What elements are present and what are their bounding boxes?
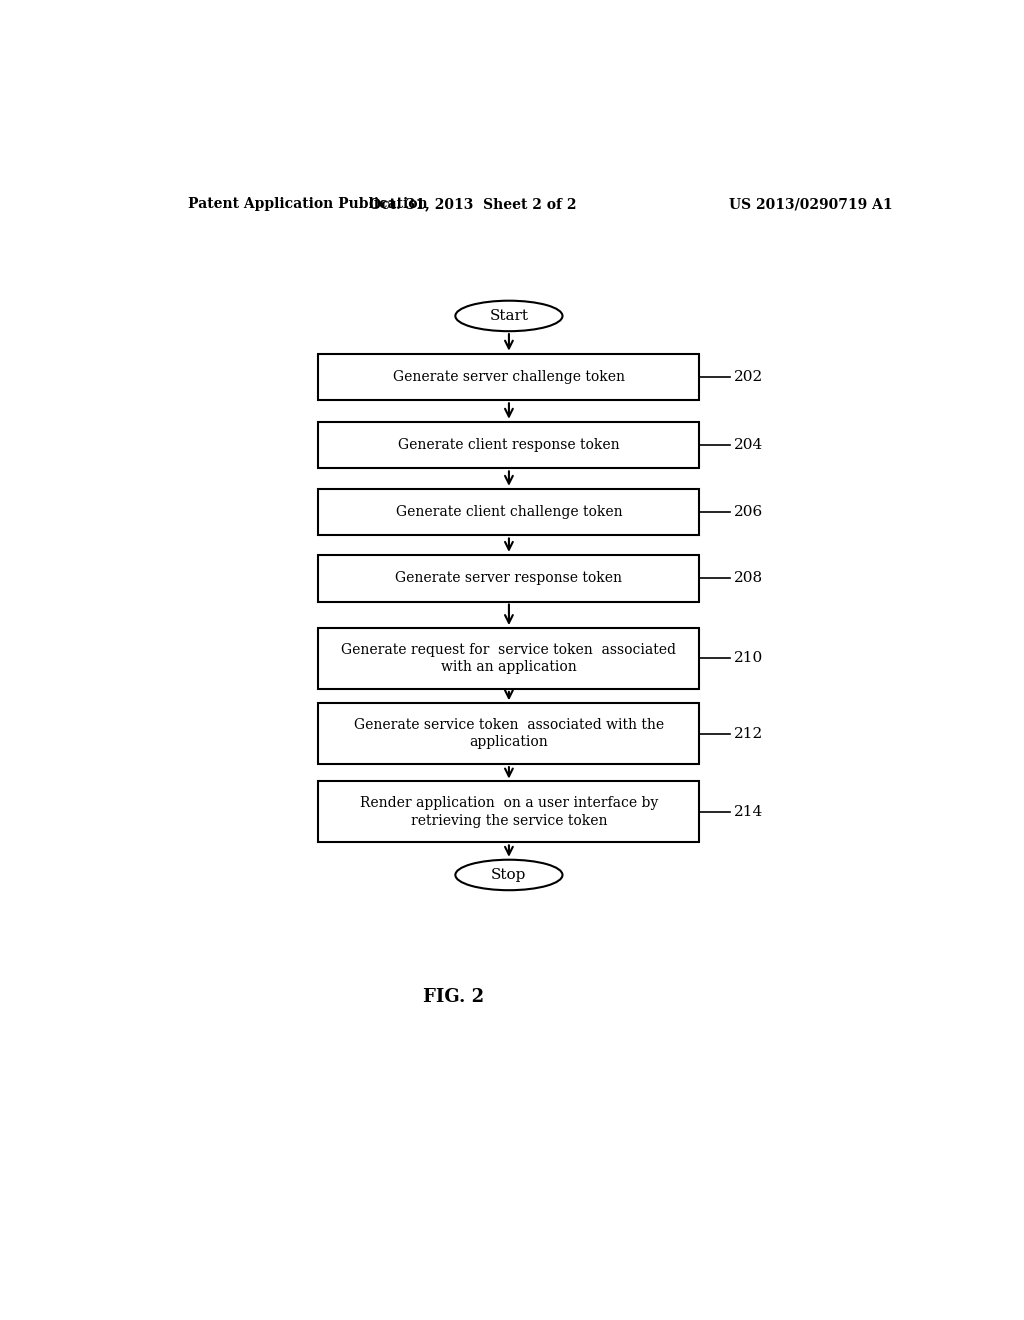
Text: 210: 210 [733,652,763,665]
Text: Generate service token  associated with the
application: Generate service token associated with t… [354,718,664,750]
Text: Generate request for  service token  associated
with an application: Generate request for service token assoc… [341,643,677,675]
Text: Generate client challenge token: Generate client challenge token [395,506,623,519]
Text: 212: 212 [733,727,763,741]
Text: Start: Start [489,309,528,323]
Text: US 2013/0290719 A1: US 2013/0290719 A1 [729,197,892,211]
Text: 206: 206 [733,506,763,519]
Text: Patent Application Publication: Patent Application Publication [187,197,427,211]
Text: 204: 204 [733,438,763,451]
Text: 208: 208 [733,572,763,585]
Text: Generate client response token: Generate client response token [398,438,620,451]
Text: Stop: Stop [492,869,526,882]
Text: Generate server challenge token: Generate server challenge token [393,370,625,384]
Text: Oct. 31, 2013  Sheet 2 of 2: Oct. 31, 2013 Sheet 2 of 2 [370,197,577,211]
Text: FIG. 2: FIG. 2 [423,987,484,1006]
Text: 202: 202 [733,370,763,384]
Text: Generate server response token: Generate server response token [395,572,623,585]
Text: Render application  on a user interface by
retrieving the service token: Render application on a user interface b… [359,796,658,828]
Text: 214: 214 [733,805,763,818]
